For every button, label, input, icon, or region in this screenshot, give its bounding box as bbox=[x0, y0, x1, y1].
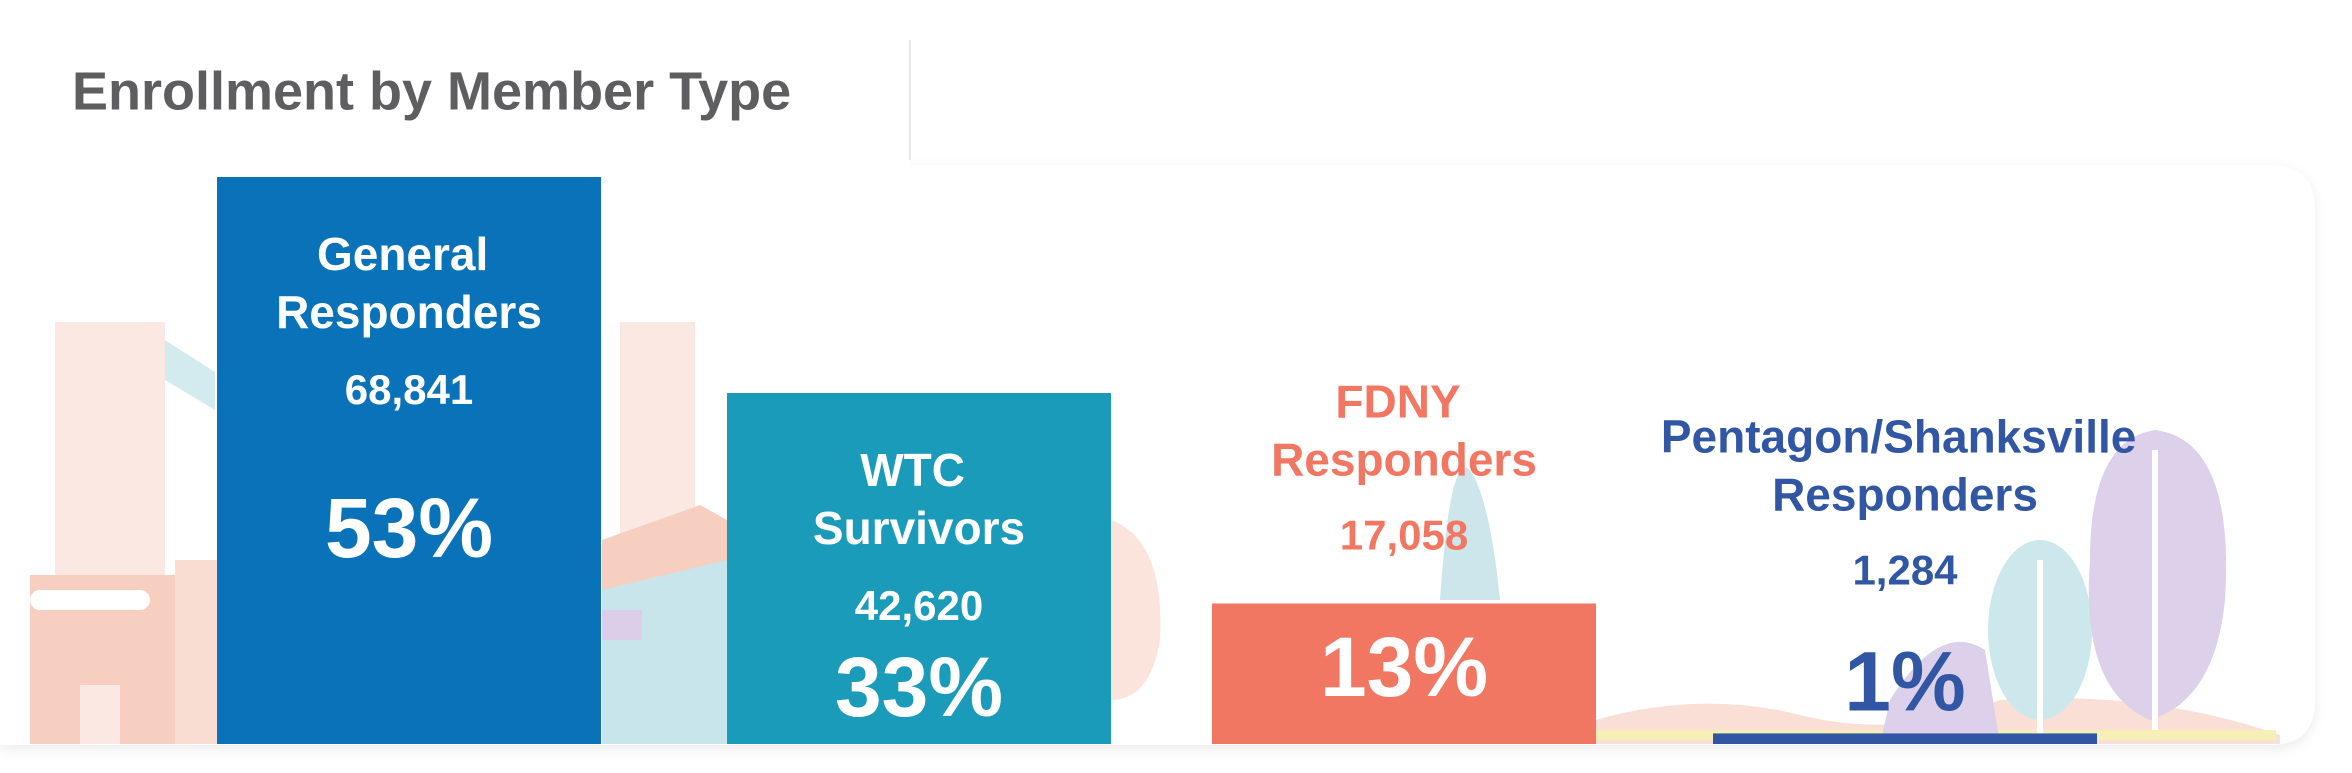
category-label: WTC Survivors bbox=[813, 444, 1025, 554]
bar bbox=[1212, 603, 1596, 744]
bar bbox=[1713, 733, 2097, 744]
category-label: Pentagon/Shanksville Responders bbox=[1661, 411, 2149, 521]
bar bbox=[217, 177, 601, 744]
percentage-label: 53% bbox=[325, 481, 493, 575]
bar bbox=[727, 392, 1111, 744]
title-box bbox=[0, 40, 910, 165]
percentage-label: 1% bbox=[1844, 635, 1965, 729]
category-label: General Responders bbox=[276, 228, 542, 338]
value-label: 1,284 bbox=[1852, 547, 1958, 594]
percentage-label: 33% bbox=[835, 640, 1003, 734]
value-label: 42,620 bbox=[855, 582, 983, 629]
value-label: 17,058 bbox=[1340, 512, 1468, 559]
chart-title: Enrollment by Member Type bbox=[72, 61, 791, 121]
percentage-label: 13% bbox=[1320, 620, 1488, 714]
value-label: 68,841 bbox=[345, 366, 473, 413]
category-label: FDNY Responders bbox=[1271, 376, 1537, 486]
illustration bbox=[30, 322, 2280, 744]
